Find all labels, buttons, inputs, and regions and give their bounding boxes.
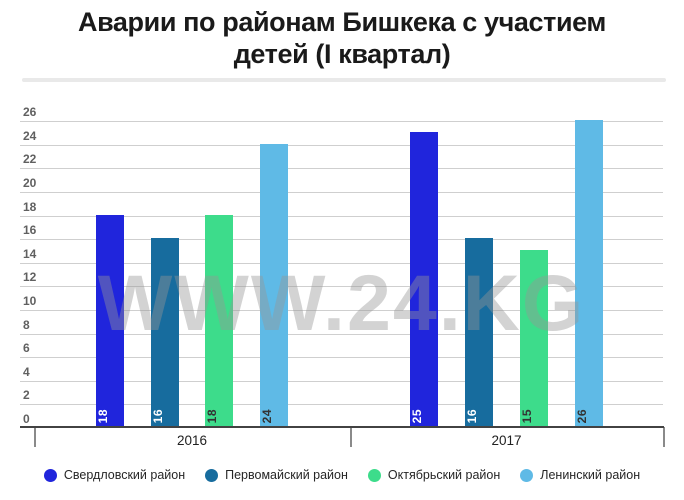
y-axis-label: 26	[23, 105, 37, 119]
bar-value-label: 18	[205, 408, 220, 423]
y-axis-label: 6	[23, 341, 30, 356]
y-axis-label: 12	[23, 270, 37, 285]
bar-2017-Свердловский район[interactable]: 25	[410, 131, 439, 427]
bar-value-label: 26	[574, 408, 589, 423]
chart-title-line1: Аварии по районам Бишкека с участием	[77, 7, 606, 37]
y-axis-label: 20	[23, 175, 37, 190]
gridline	[20, 404, 663, 406]
bar-2016-Свердловский район[interactable]: 18	[95, 214, 124, 427]
bar-value-label: 15	[519, 408, 534, 423]
gridline	[20, 121, 663, 122]
legend-swatch-icon	[205, 468, 219, 482]
legend-swatch-icon	[367, 468, 381, 482]
legend-label: Свердловский район	[63, 468, 186, 482]
gridline	[20, 309, 663, 311]
y-axis-label: 0	[23, 412, 30, 426]
category-tick	[34, 427, 36, 447]
bar-value-label: 18	[95, 408, 110, 423]
legend-item-Первомайский район[interactable]: Первомайский район	[205, 468, 348, 482]
title-divider	[22, 78, 666, 82]
bar-value-label: 25	[410, 408, 425, 423]
category-tick	[663, 427, 665, 447]
gridline	[20, 239, 663, 241]
gridline	[20, 286, 663, 288]
gridline	[20, 144, 663, 146]
category-label-2016: 2016	[176, 433, 208, 448]
gridline	[20, 357, 663, 359]
bar-2016-Октябрьский район[interactable]: 18	[205, 214, 234, 427]
y-axis-label: 8	[23, 317, 30, 332]
bar-value-label: 24	[260, 408, 275, 423]
category-label-2017: 2017	[491, 433, 522, 448]
legend-swatch-icon	[520, 468, 534, 482]
gridline	[20, 215, 663, 217]
gridline	[20, 168, 663, 170]
y-axis-label: 4	[23, 364, 30, 379]
legend-label: Ленинский район	[540, 468, 641, 482]
bar-value-label: 16	[150, 408, 165, 423]
legend-item-Свердловский район[interactable]: Свердловский район	[43, 468, 186, 482]
bar-2016-Ленинский район[interactable]: 24	[260, 143, 289, 427]
bar-2017-Ленинский район[interactable]: 26	[574, 120, 603, 427]
chart-title-line2: детей (I квартал)	[233, 39, 451, 69]
legend-label: Октябрьский район	[387, 468, 501, 482]
y-axis-label: 14	[23, 246, 37, 261]
y-axis-label: 24	[23, 128, 37, 143]
x-axis-line	[20, 426, 664, 428]
bar-2016-Первомайский район[interactable]: 16	[150, 238, 179, 427]
gridline	[20, 262, 663, 264]
y-axis-label: 2	[23, 388, 30, 403]
chart-title: Аварии по районам Бишкека с участием дет…	[0, 6, 684, 70]
legend-item-Октябрьский район[interactable]: Октябрьский район	[367, 468, 501, 482]
bar-2017-Первомайский район[interactable]: 16	[465, 238, 494, 427]
y-axis-label: 22	[23, 152, 37, 167]
gridline	[20, 191, 663, 193]
legend-item-Ленинский район[interactable]: Ленинский район	[520, 468, 640, 482]
legend-swatch-icon	[43, 468, 57, 482]
gridline	[20, 333, 663, 335]
y-axis-label: 16	[23, 223, 37, 238]
legend-label: Первомайский район	[225, 468, 348, 482]
y-axis-label: 10	[23, 293, 37, 308]
gridline	[20, 380, 663, 382]
bar-2017-Октябрьский район[interactable]: 15	[519, 249, 548, 427]
chart-legend: Свердловский район Первомайский район Октя…	[0, 468, 684, 482]
category-tick	[350, 427, 352, 447]
bar-value-label: 16	[465, 408, 480, 423]
y-axis-label: 18	[23, 199, 37, 214]
